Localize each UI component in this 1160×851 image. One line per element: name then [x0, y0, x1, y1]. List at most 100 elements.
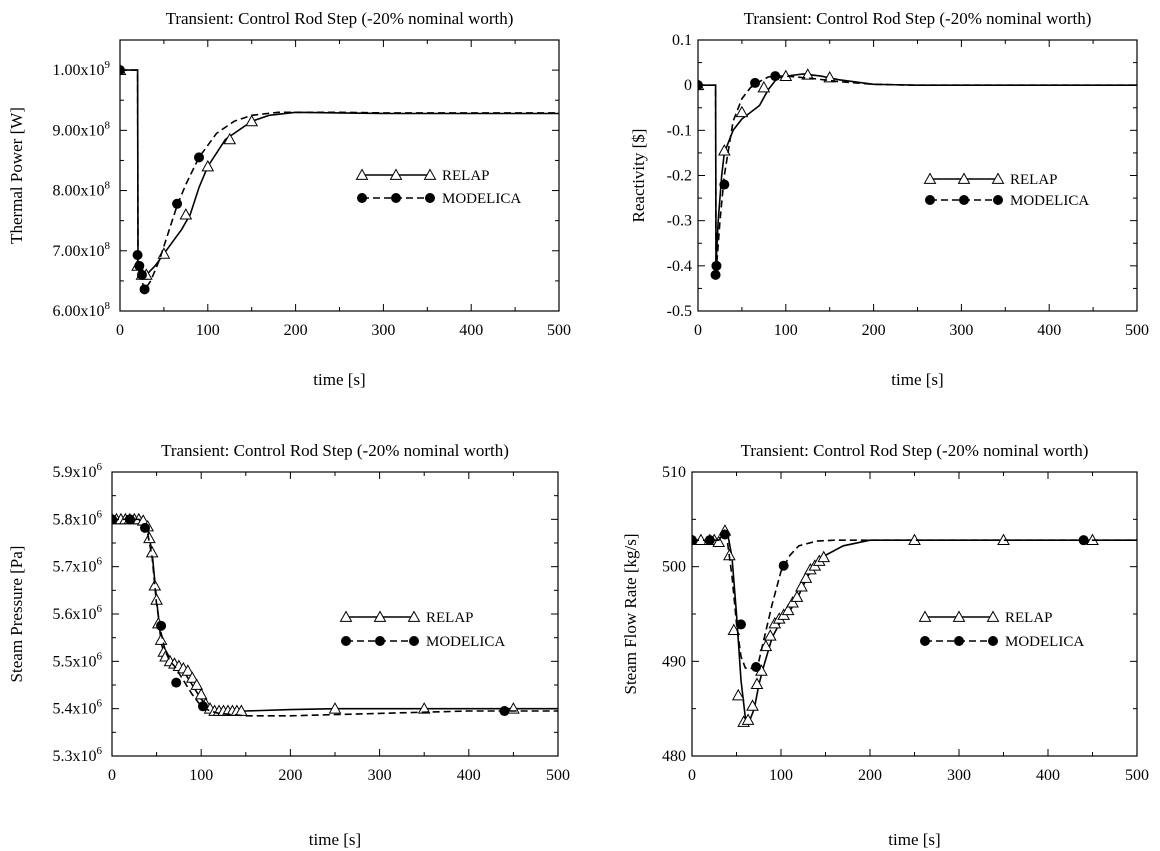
- legend-marker: [986, 610, 1000, 622]
- plot-area: [692, 524, 1137, 727]
- legend-marker: [993, 195, 1003, 205]
- series-line-modelica: [698, 75, 1137, 275]
- chart-panel-4: Transient: Control Rod Step (-20% nomina…: [621, 441, 1149, 849]
- y-axis-label: Thermal Power [W]: [7, 107, 26, 244]
- y-tick-label: 0.1: [672, 32, 692, 49]
- modelica-marker: [194, 152, 205, 163]
- y-tick-label: 5.3x106: [53, 745, 103, 765]
- modelica-marker: [770, 71, 781, 82]
- legend-marker: [341, 636, 351, 646]
- legend: RELAP MODELICA: [339, 610, 505, 650]
- x-tick-label: 0: [688, 767, 696, 784]
- y-axis-label: Steam Pressure [Pa]: [7, 546, 26, 683]
- relap-marker: [741, 713, 755, 725]
- relap-marker: [781, 603, 795, 616]
- x-tick-label: 300: [371, 322, 395, 339]
- legend-marker: [952, 610, 966, 622]
- y-tick-label: 5.7x106: [53, 556, 103, 576]
- y-tick-label: 480: [662, 748, 686, 765]
- modelica-marker: [719, 529, 730, 540]
- y-tick-label: 7.00x108: [53, 240, 111, 260]
- legend-marker: [423, 168, 437, 180]
- relap-marker: [201, 159, 215, 172]
- plot-area: [120, 63, 559, 295]
- modelica-marker: [124, 514, 135, 525]
- x-tick-label: 200: [862, 322, 886, 339]
- relap-marker: [194, 687, 208, 700]
- y-tick-label: 5.5x106: [53, 650, 103, 670]
- legend-marker: [988, 636, 998, 646]
- legend-marker: [375, 636, 385, 646]
- y-tick-label: 5.8x106: [53, 508, 103, 528]
- modelica-marker: [710, 269, 721, 280]
- relap-marker: [731, 688, 745, 701]
- y-tick-label: -0.3: [667, 213, 692, 230]
- plot-frame: [111, 471, 559, 757]
- modelica-marker: [778, 560, 789, 571]
- x-tick-label: 400: [459, 322, 483, 339]
- x-axis-label: time [s]: [888, 830, 940, 849]
- relap-marker: [746, 699, 759, 711]
- y-tick-label: 5.6x106: [53, 603, 103, 623]
- relap-marker: [223, 132, 237, 145]
- relap-marker: [795, 580, 808, 592]
- y-tick-label: 9.00x108: [53, 119, 111, 139]
- relap-marker: [245, 114, 259, 127]
- relap-marker: [328, 702, 342, 714]
- y-tick-label: 8.00x108: [53, 180, 111, 200]
- y-tick-label: 1.00x109: [53, 59, 111, 79]
- modelica-marker: [711, 260, 722, 271]
- legend-label-modelica: MODELICA: [442, 191, 521, 207]
- plot-frame: [697, 39, 1138, 312]
- modelica-marker: [132, 249, 143, 260]
- x-axis-label: time [s]: [313, 370, 365, 389]
- x-tick-label: 300: [368, 767, 392, 784]
- legend: RELAP MODELICA: [923, 172, 1089, 209]
- chart-title: Transient: Control Rod Step (-20% nomina…: [741, 441, 1089, 460]
- legend-marker: [357, 193, 367, 203]
- modelica-marker: [735, 619, 746, 630]
- legend-marker: [959, 195, 969, 205]
- relap-marker: [735, 105, 749, 118]
- x-axis-label: time [s]: [309, 830, 361, 849]
- y-tick-label: 5.9x106: [53, 461, 103, 481]
- series-line-modelica: [692, 533, 1137, 670]
- x-tick-label: 200: [858, 767, 882, 784]
- legend: RELAP MODELICA: [355, 168, 521, 207]
- relap-marker: [417, 702, 431, 714]
- relap-marker: [757, 80, 771, 93]
- legend-marker: [923, 172, 937, 184]
- legend-marker: [389, 168, 403, 180]
- y-axis-label: Reactivity [$]: [629, 129, 648, 223]
- relap-marker: [185, 671, 199, 683]
- modelica-marker: [499, 706, 510, 717]
- legend-marker: [425, 193, 435, 203]
- series-line-relap: [698, 73, 1137, 266]
- modelica-marker: [171, 677, 182, 688]
- x-tick-label: 300: [949, 322, 973, 339]
- x-tick-label: 100: [196, 322, 220, 339]
- modelica-marker: [120, 65, 125, 76]
- plot-frame: [119, 39, 560, 312]
- x-tick-label: 500: [1125, 767, 1149, 784]
- legend-label-relap: RELAP: [426, 610, 474, 626]
- relap-marker: [179, 208, 193, 220]
- modelica-marker: [751, 662, 762, 673]
- legend-marker: [407, 610, 421, 622]
- x-tick-label: 100: [769, 767, 793, 784]
- legend-label-modelica: MODELICA: [1005, 634, 1084, 650]
- x-tick-label: 100: [774, 322, 798, 339]
- chart-title: Transient: Control Rod Step (-20% nomina…: [161, 441, 509, 460]
- legend-marker: [339, 610, 353, 622]
- y-tick-label: -0.5: [667, 303, 692, 320]
- relap-marker: [143, 531, 156, 544]
- legend-label-relap: RELAP: [1010, 172, 1058, 188]
- y-tick-label: 6.00x108: [53, 300, 111, 320]
- plot-frame: [691, 471, 1138, 757]
- relap-marker: [817, 550, 831, 563]
- plot-area: [112, 512, 558, 717]
- modelica-marker: [692, 535, 697, 546]
- relap-marker: [763, 629, 777, 641]
- legend-marker: [920, 636, 930, 646]
